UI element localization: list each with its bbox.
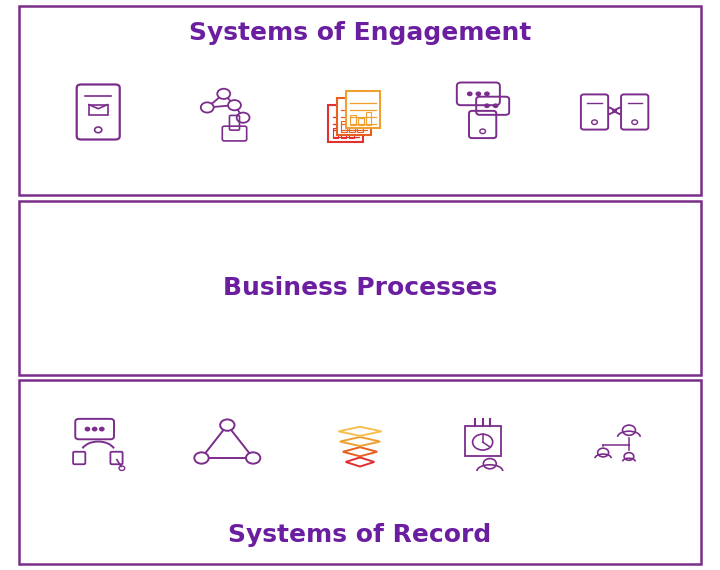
FancyBboxPatch shape	[328, 105, 363, 142]
FancyBboxPatch shape	[19, 201, 701, 374]
FancyBboxPatch shape	[346, 91, 380, 128]
Bar	[358, 118, 364, 125]
Bar	[350, 115, 356, 125]
Circle shape	[85, 428, 89, 431]
Text: Systems of Record: Systems of Record	[228, 523, 492, 547]
Circle shape	[217, 89, 230, 99]
Circle shape	[220, 420, 235, 431]
Circle shape	[99, 428, 104, 431]
Bar	[357, 119, 363, 132]
Bar	[341, 121, 347, 132]
Text: Systems of Engagement: Systems of Engagement	[189, 21, 531, 44]
Circle shape	[237, 112, 250, 123]
Bar	[348, 126, 354, 139]
Circle shape	[201, 103, 214, 112]
Circle shape	[485, 104, 489, 108]
FancyBboxPatch shape	[337, 98, 372, 135]
Bar	[333, 128, 338, 139]
Circle shape	[246, 453, 261, 463]
Text: Business Processes: Business Processes	[222, 276, 498, 300]
Circle shape	[467, 92, 472, 96]
Circle shape	[485, 92, 489, 96]
Circle shape	[493, 104, 498, 108]
FancyBboxPatch shape	[19, 6, 701, 196]
FancyBboxPatch shape	[19, 380, 701, 564]
Bar	[341, 132, 346, 139]
Circle shape	[476, 92, 480, 96]
Circle shape	[92, 428, 96, 431]
Circle shape	[194, 453, 209, 463]
Circle shape	[228, 100, 241, 111]
Bar	[349, 125, 355, 132]
Bar	[366, 112, 372, 125]
